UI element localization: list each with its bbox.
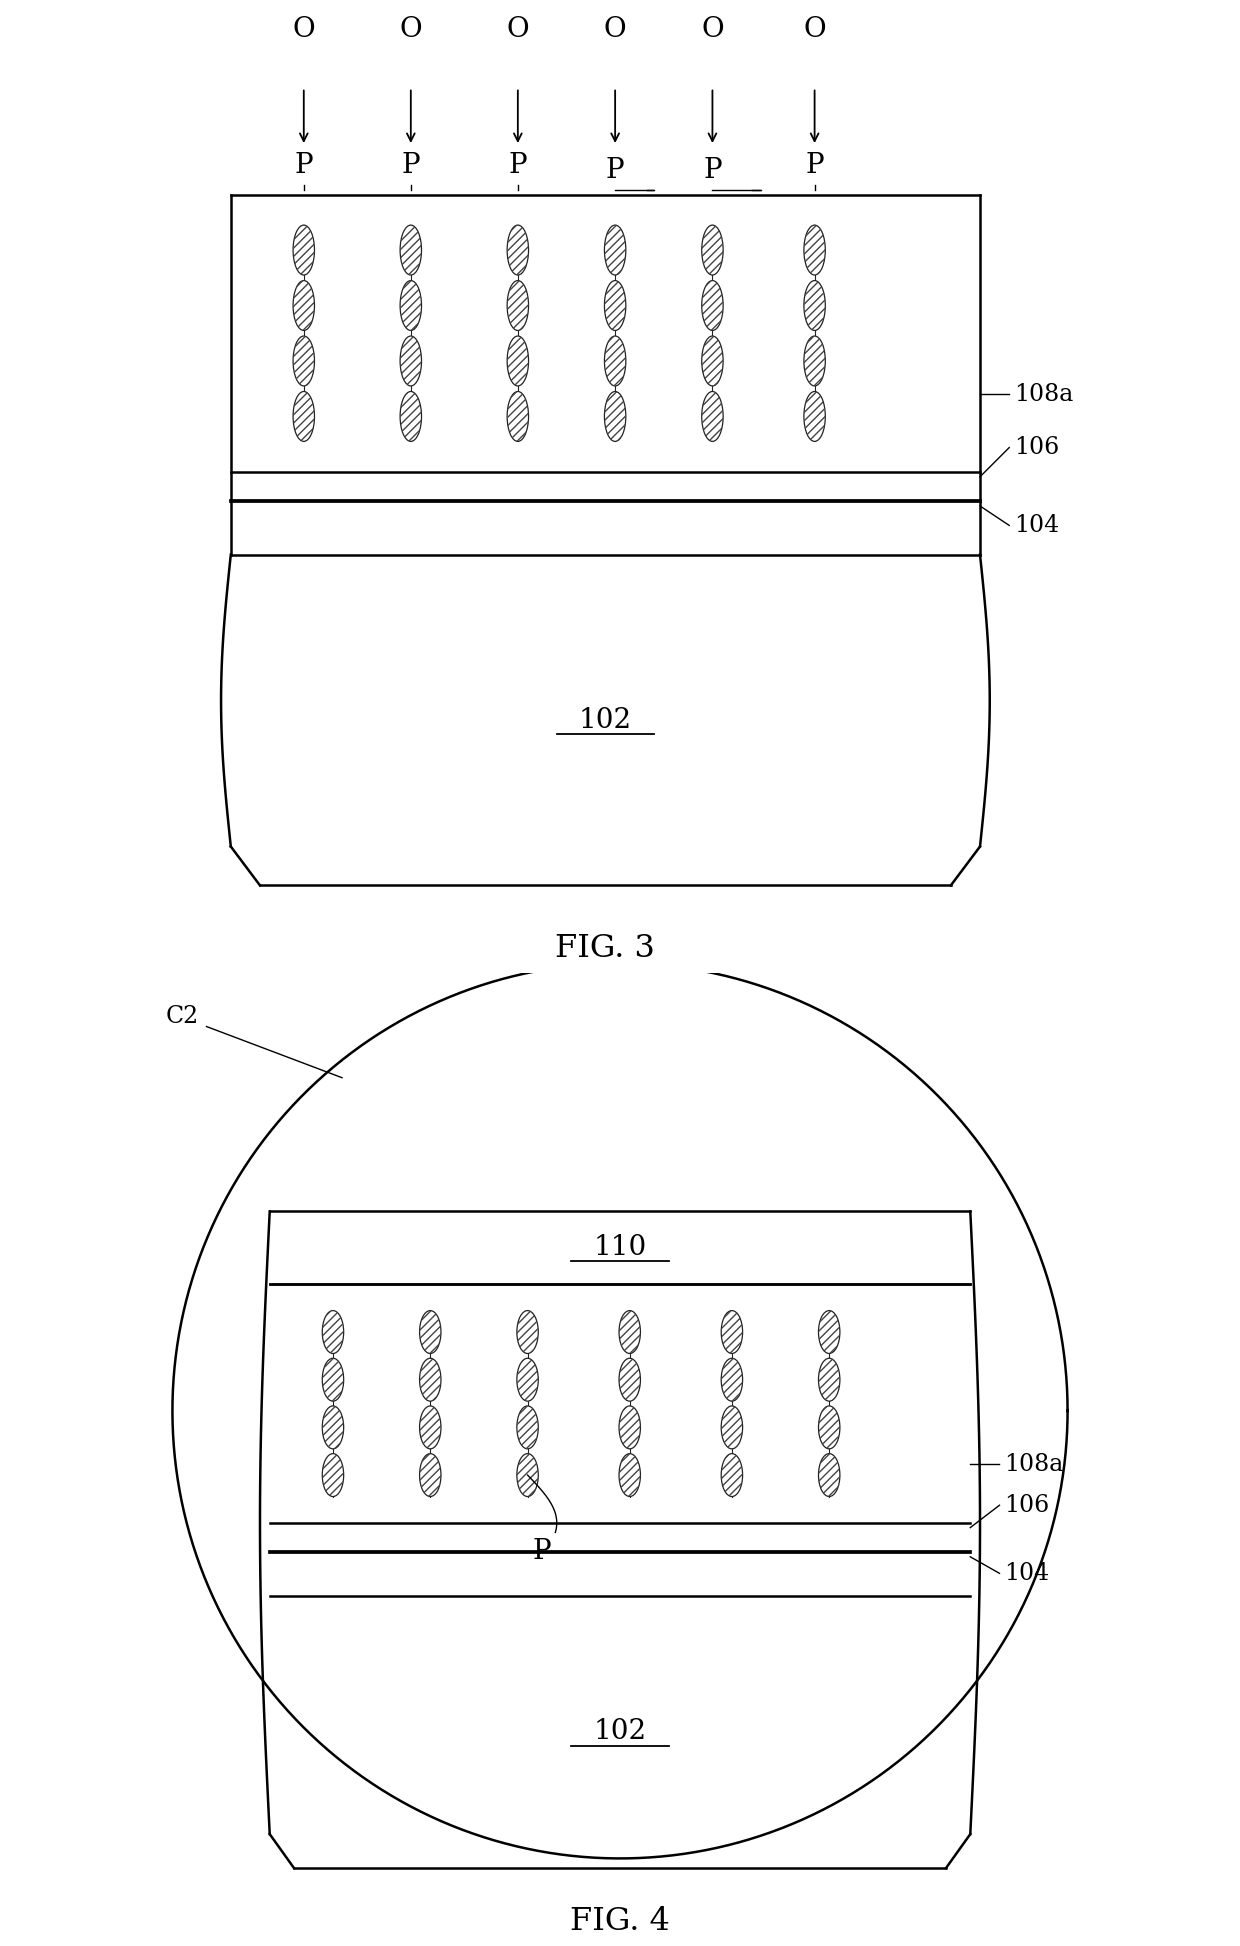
Text: 106: 106 — [1004, 1495, 1049, 1516]
Ellipse shape — [722, 1310, 743, 1354]
Text: 102: 102 — [594, 1718, 646, 1746]
Text: P: P — [533, 1539, 552, 1565]
Ellipse shape — [604, 280, 626, 331]
Ellipse shape — [517, 1358, 538, 1401]
Ellipse shape — [293, 226, 315, 274]
Ellipse shape — [517, 1405, 538, 1450]
Ellipse shape — [322, 1358, 343, 1401]
Text: 108a: 108a — [1014, 383, 1074, 405]
Text: 102: 102 — [579, 706, 632, 734]
Text: 104: 104 — [1014, 514, 1059, 537]
Ellipse shape — [604, 226, 626, 274]
Ellipse shape — [419, 1454, 441, 1496]
Ellipse shape — [507, 226, 528, 274]
Text: P: P — [508, 152, 527, 179]
Ellipse shape — [804, 391, 826, 442]
Text: O: O — [604, 16, 626, 43]
Text: O: O — [506, 16, 529, 43]
Ellipse shape — [401, 226, 422, 274]
Ellipse shape — [804, 337, 826, 385]
Ellipse shape — [419, 1405, 441, 1450]
Ellipse shape — [293, 280, 315, 331]
Ellipse shape — [507, 280, 528, 331]
Ellipse shape — [619, 1405, 640, 1450]
Ellipse shape — [702, 391, 723, 442]
Text: FIG. 4: FIG. 4 — [570, 1907, 670, 1936]
Text: FIG. 3: FIG. 3 — [556, 934, 656, 963]
Ellipse shape — [702, 280, 723, 331]
Ellipse shape — [818, 1310, 839, 1354]
Ellipse shape — [722, 1405, 743, 1450]
Ellipse shape — [722, 1358, 743, 1401]
Ellipse shape — [702, 226, 723, 274]
Text: P: P — [402, 152, 420, 179]
Text: P: P — [606, 158, 625, 183]
Ellipse shape — [401, 391, 422, 442]
Ellipse shape — [619, 1310, 640, 1354]
Text: O: O — [399, 16, 422, 43]
Text: O: O — [804, 16, 826, 43]
Text: 110: 110 — [594, 1234, 646, 1261]
Ellipse shape — [604, 391, 626, 442]
Ellipse shape — [517, 1454, 538, 1496]
Ellipse shape — [401, 280, 422, 331]
Ellipse shape — [818, 1405, 839, 1450]
Ellipse shape — [702, 337, 723, 385]
Ellipse shape — [293, 337, 315, 385]
Ellipse shape — [322, 1310, 343, 1354]
Ellipse shape — [322, 1405, 343, 1450]
Ellipse shape — [818, 1358, 839, 1401]
Ellipse shape — [722, 1454, 743, 1496]
Ellipse shape — [507, 337, 528, 385]
Text: C2: C2 — [165, 1006, 198, 1027]
Text: 108a: 108a — [1004, 1454, 1064, 1475]
Ellipse shape — [604, 337, 626, 385]
Text: 104: 104 — [1004, 1563, 1049, 1584]
Text: O: O — [293, 16, 315, 43]
Ellipse shape — [517, 1310, 538, 1354]
Ellipse shape — [804, 226, 826, 274]
Ellipse shape — [818, 1454, 839, 1496]
Ellipse shape — [419, 1310, 441, 1354]
Ellipse shape — [293, 391, 315, 442]
Ellipse shape — [322, 1454, 343, 1496]
Ellipse shape — [419, 1358, 441, 1401]
Ellipse shape — [619, 1454, 640, 1496]
Ellipse shape — [401, 337, 422, 385]
Text: 106: 106 — [1014, 436, 1059, 459]
Text: O: O — [701, 16, 724, 43]
Text: P: P — [294, 152, 312, 179]
Text: P: P — [703, 158, 722, 183]
Text: P: P — [805, 152, 823, 179]
Ellipse shape — [619, 1358, 640, 1401]
Ellipse shape — [507, 391, 528, 442]
Ellipse shape — [804, 280, 826, 331]
